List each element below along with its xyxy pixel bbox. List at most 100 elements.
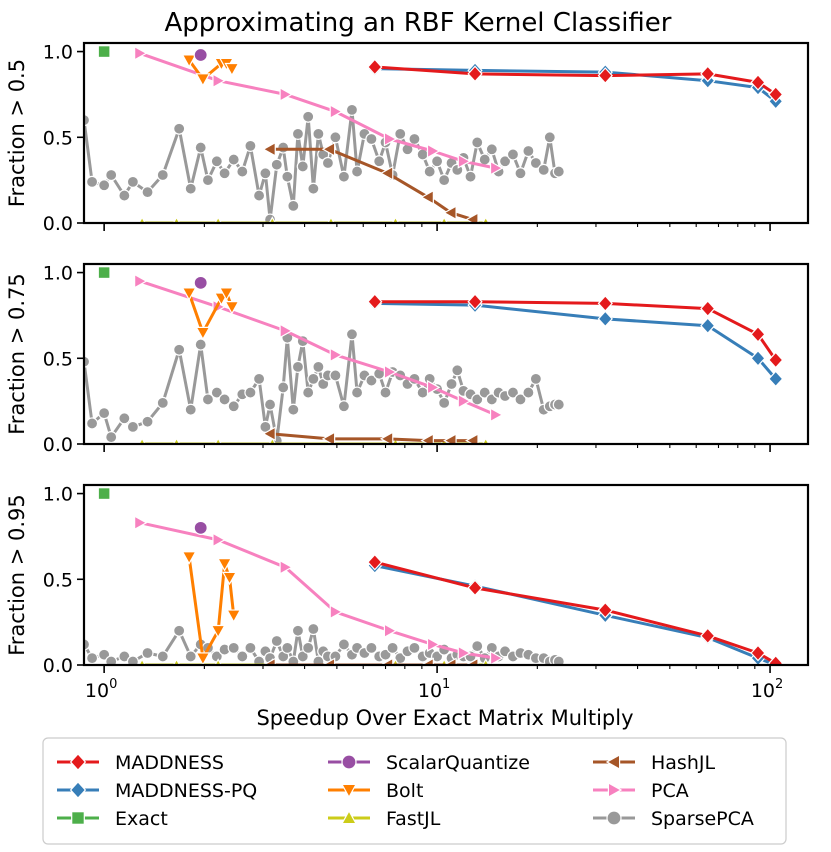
data-point [262, 657, 276, 665]
data-point [367, 553, 383, 571]
data-point [467, 65, 483, 83]
data-point [218, 167, 231, 180]
data-point [181, 551, 197, 565]
data-point [184, 650, 197, 663]
series-maddness-pq [367, 295, 784, 388]
data-point [173, 122, 186, 135]
y-tick-label: 1.0 [43, 484, 73, 506]
data-point [700, 627, 716, 645]
legend: MADDNESS ScalarQuantize HashJL MADDNESS-PQ B… [42, 737, 787, 845]
y-tick-label: 0.5 [43, 569, 73, 591]
data-point [307, 372, 320, 385]
series-scalarquantize [193, 520, 208, 535]
series-pca [134, 273, 504, 423]
data-point [426, 636, 441, 652]
series-hashjl [262, 141, 479, 223]
data-point [750, 74, 766, 91]
data-point [279, 86, 294, 102]
series-maddness [367, 293, 784, 369]
data-point [201, 174, 215, 187]
data-point [408, 641, 421, 654]
data-point [277, 141, 290, 154]
data-point [291, 360, 305, 373]
data-point [134, 515, 148, 531]
series-line [269, 432, 473, 443]
data-point [141, 646, 154, 660]
data-point [365, 374, 378, 387]
y-tick-label: 0.5 [43, 348, 73, 370]
series-exact [97, 45, 111, 59]
x-tick-label: 102 [751, 677, 783, 702]
data-point [224, 301, 240, 315]
data-point [552, 398, 565, 411]
x-tick-base: 10 [751, 680, 775, 702]
data-point [97, 45, 111, 59]
data-point [212, 73, 226, 89]
legend-label: SparsePCA [651, 808, 754, 830]
panel-3: 0.0 0.5 1.0 Fraction > 0.95 [5, 484, 810, 677]
series-exact [97, 266, 111, 280]
data-point [489, 407, 504, 423]
data-point [345, 328, 359, 341]
data-point [416, 386, 429, 399]
data-point [457, 645, 472, 661]
data-point [321, 141, 336, 157]
legend-label: PCA [651, 780, 689, 802]
data-point [84, 638, 91, 651]
data-point [426, 143, 441, 159]
legend-item-bolt: Bolt [328, 780, 423, 802]
data-point [224, 62, 240, 77]
data-point [423, 165, 436, 178]
data-point [489, 160, 504, 176]
data-point [337, 400, 351, 413]
data-point [85, 417, 99, 430]
legend-marker [605, 753, 621, 771]
data-point [768, 370, 784, 388]
plot-area [84, 45, 784, 223]
data-point [281, 170, 294, 183]
data-point [445, 377, 458, 391]
data-point [156, 396, 169, 409]
data-point [750, 644, 766, 662]
data-point [471, 640, 484, 653]
data-point [105, 168, 118, 182]
data-point [236, 650, 249, 663]
data-point [329, 369, 342, 382]
data-point [337, 170, 351, 183]
x-tick-exponent: 2 [775, 677, 783, 692]
data-point [379, 657, 394, 665]
data-point [270, 158, 283, 171]
legend-label: MADDNESS [115, 752, 224, 774]
data-point [408, 132, 421, 146]
x-axis-label: Speedup Over Exact Matrix Multiply [256, 706, 633, 730]
data-point [287, 403, 300, 416]
data-point [244, 139, 257, 152]
series-pca [134, 515, 504, 665]
data-point [126, 655, 139, 665]
data-point [156, 168, 169, 182]
data-point [506, 148, 520, 161]
data-point [329, 104, 344, 120]
data-point [252, 655, 266, 665]
data-point [373, 155, 386, 168]
data-point [194, 141, 207, 154]
data-point [296, 160, 309, 173]
data-point [443, 205, 457, 221]
y-tick-label: 1.0 [43, 42, 73, 64]
data-point [312, 360, 325, 373]
data-point [514, 167, 527, 180]
y-tick-label: 0.0 [43, 213, 73, 235]
y-axis-label: Fraction > 0.75 [5, 273, 29, 435]
data-point [471, 136, 484, 149]
data-point [337, 638, 351, 651]
data-point [768, 351, 784, 369]
x-tick-label: 101 [418, 677, 450, 702]
series-bolt [181, 551, 242, 665]
data-point [252, 189, 266, 202]
data-point [97, 266, 111, 280]
data-point [420, 433, 434, 444]
data-point [173, 343, 186, 356]
data-point [126, 420, 139, 433]
data-point [98, 179, 111, 192]
series-scalarquantize [193, 47, 208, 63]
